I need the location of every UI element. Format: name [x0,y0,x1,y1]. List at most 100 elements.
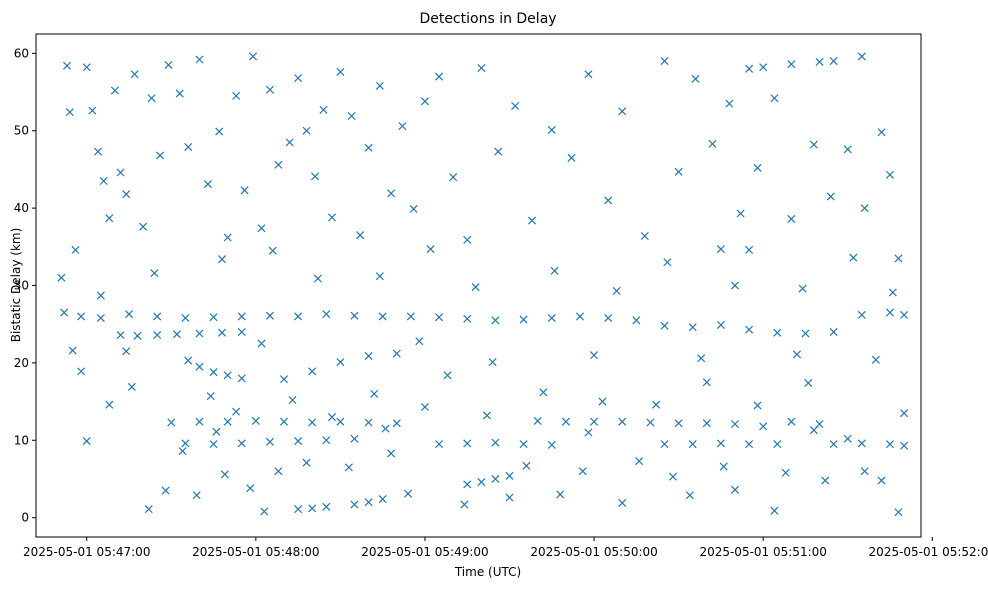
data-point [265,437,274,446]
data-point [491,438,500,447]
data-point [378,495,387,504]
data-point [406,312,415,321]
data-point [308,367,317,376]
data-point [237,312,246,321]
data-point [308,504,317,513]
data-point [124,310,134,319]
data-point [404,489,413,498]
data-point [209,440,218,449]
data-point [415,337,424,346]
data-point [618,417,627,426]
data-point [336,67,345,76]
data-point [646,418,655,427]
data-point [268,246,277,255]
data-point [350,311,359,320]
data-point [398,122,407,131]
data-point [809,140,818,149]
data-point [463,314,472,323]
data-point [829,327,838,336]
x-tick-label: 2025-05-01 05:50:00 [530,545,657,559]
data-point [567,153,576,162]
data-point [65,108,74,117]
data-point [285,138,294,147]
data-point [96,313,105,323]
data-point [770,506,779,515]
data-point [688,323,697,332]
data-point [356,231,365,240]
data-point [843,434,852,443]
data-point [702,378,711,387]
data-point [387,449,396,458]
data-point [212,427,221,436]
data-point [547,440,556,449]
data-point [381,424,390,433]
y-tick-label: 30 [14,279,29,293]
data-point [900,409,909,418]
data-point [288,396,297,405]
data-point [556,490,565,499]
data-point [223,233,232,242]
data-point [885,440,895,449]
data-point [347,112,356,121]
x-axis-title: Time (UTC) [454,565,521,579]
data-point [93,147,103,156]
data-point [336,358,345,367]
data-point [505,471,514,480]
data-point [217,328,227,337]
data-point [804,378,813,388]
data-point [313,274,322,283]
data-point [860,467,869,476]
data-point [443,371,452,380]
data-point [116,168,125,177]
data-point [725,99,734,108]
data-point [522,461,531,470]
data-point [420,402,429,412]
data-point [392,419,401,428]
data-point [251,416,260,425]
data-point [105,400,114,409]
data-point [488,358,497,367]
data-point [821,476,830,485]
data-point [460,500,469,509]
data-point [550,266,559,275]
data-point [787,214,796,223]
data-point [280,375,289,384]
data-point [257,339,266,348]
data-point [435,72,444,81]
data-point [697,354,706,363]
x-tick-label: 2025-05-01 05:49:00 [361,545,488,559]
data-point [829,440,838,449]
data-point [144,505,153,514]
data-point [716,439,725,448]
data-point [547,313,556,323]
data-point [308,418,317,427]
data-point [685,491,694,500]
data-point [477,64,486,73]
data-point [660,440,669,449]
data-point [877,476,886,485]
data-point [153,312,162,321]
data-point [375,272,384,281]
data-point [471,283,480,292]
data-point [640,231,649,240]
y-tick-label: 10 [14,433,29,447]
data-point [745,64,754,73]
data-point [435,440,444,449]
data-point [798,284,807,293]
data-point [528,216,537,225]
data-point [370,389,379,398]
data-point [792,350,802,359]
data-point [62,61,72,70]
data-point [82,63,91,72]
data-point [319,105,328,114]
data-point [598,397,607,406]
data-point [127,382,136,391]
data-point [71,245,80,254]
data-point [491,474,500,483]
x-tick-label: 2025-05-01 05:52:00 [869,545,988,559]
data-point [759,422,768,431]
data-point [364,498,373,507]
data-point [584,70,593,79]
data-point [843,145,852,154]
data-point [688,440,697,449]
